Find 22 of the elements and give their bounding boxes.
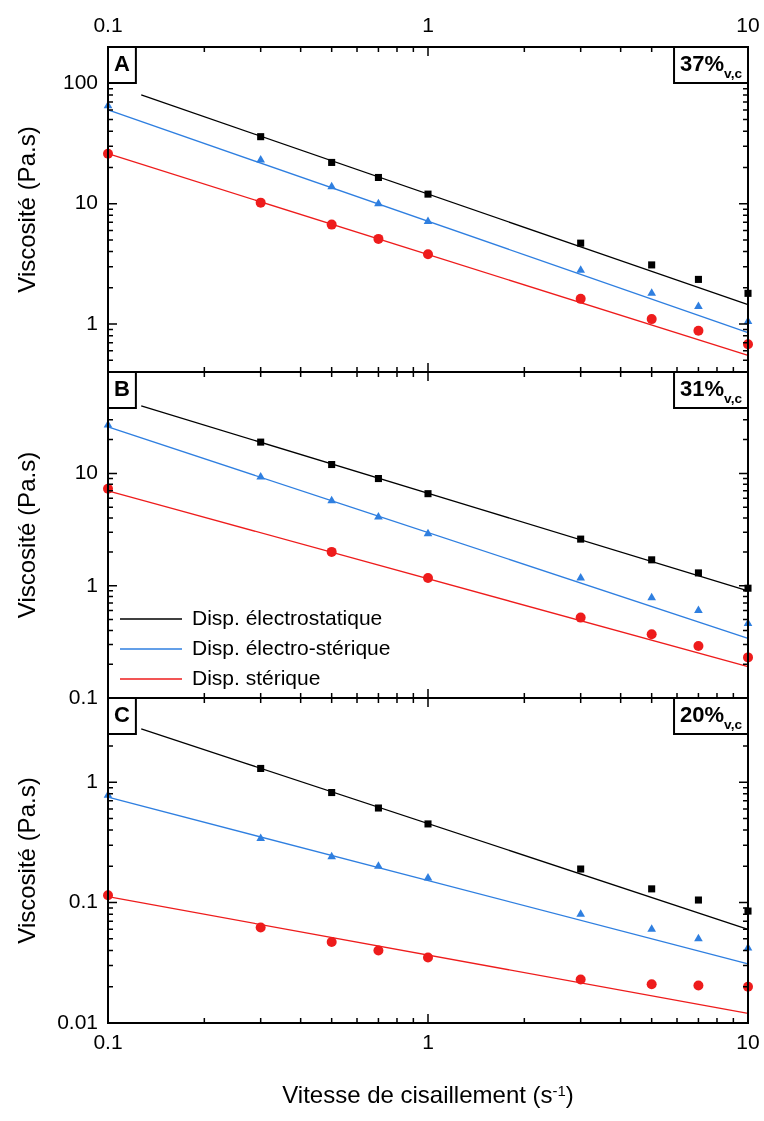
y-tick-label: 0.1 bbox=[68, 889, 98, 913]
legend-label: Disp. électrostatique bbox=[192, 605, 383, 629]
y-tick-label: 1 bbox=[86, 310, 98, 334]
x-tick-label: 10 bbox=[736, 13, 760, 37]
y-tick-label: 10 bbox=[74, 190, 98, 214]
y-tick-label: 1 bbox=[86, 572, 98, 596]
annotation: C bbox=[114, 702, 130, 727]
legend-label: Disp. électro-stérique bbox=[192, 635, 391, 659]
legend-label: Disp. stérique bbox=[192, 665, 321, 689]
x-tick-label: 1 bbox=[422, 1030, 434, 1054]
y-axis-title: Viscosité (Pa.s) bbox=[13, 126, 41, 293]
y-tick-label: 0.1 bbox=[68, 684, 98, 708]
y-tick-label: 0.01 bbox=[57, 1009, 98, 1033]
x-tick-label: 10 bbox=[736, 1030, 760, 1054]
x-tick-label: 1 bbox=[422, 13, 434, 37]
y-axis-title: Viscosité (Pa.s) bbox=[13, 777, 41, 944]
y-tick-label: 100 bbox=[62, 70, 98, 94]
y-axis-title: Viscosité (Pa.s) bbox=[13, 451, 41, 619]
annotation: B bbox=[114, 376, 130, 401]
annotation: A bbox=[114, 51, 130, 76]
y-tick-label: 10 bbox=[74, 460, 98, 484]
y-tick-label: 1 bbox=[86, 768, 98, 792]
